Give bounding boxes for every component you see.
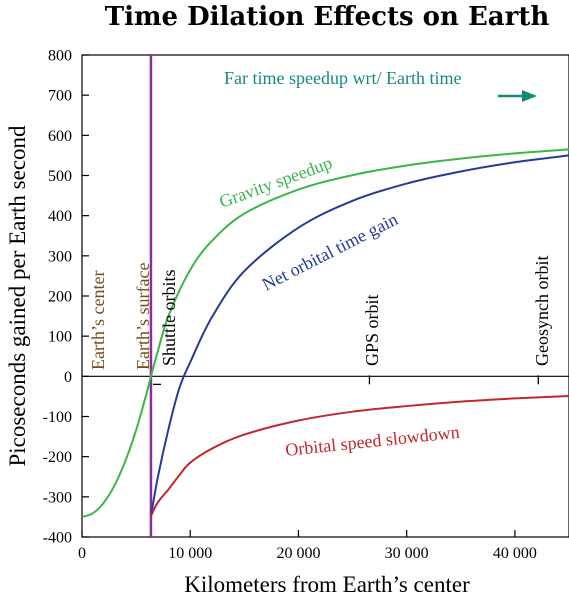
annotation-geosynch-orbit: Geosynch orbit [532,256,552,366]
y-tick-label: 700 [48,88,72,105]
annotation-gravity-speedup: Gravity speedup [217,152,335,211]
y-tick-label: 500 [48,168,72,185]
y-tick-label: 300 [48,248,72,265]
x-axis-title: Kilometers from Earth’s center [184,572,470,597]
y-tick-label: -400 [43,530,72,547]
y-tick-label: -300 [43,489,72,506]
y-tick-label: 0 [64,369,72,386]
far-time-arrow [498,90,537,102]
x-tick-label: 40 000 [493,545,537,562]
series-line-orbital-speed-slowdown [150,395,569,517]
annotation-gps-orbit: GPS orbit [362,294,382,366]
x-tick-label: 30 000 [385,545,429,562]
plot-frame [81,54,569,538]
y-tick-label: 600 [48,128,72,145]
y-tick-label: 100 [48,329,72,346]
x-tick-label: 10 000 [168,545,212,562]
annotation-earths-surface: Earth’s surface [133,263,153,370]
y-tick-label: 200 [48,289,72,306]
x-tick-label: 0 [78,545,86,562]
y-tick-label: -200 [43,449,72,466]
annotation-shuttle-orbits: Shuttle orbits [159,269,179,366]
y-tick-label: -100 [43,409,72,426]
y-tick-label: 400 [48,208,72,225]
annotation-net-orbital-time-gain: Net orbital time gain [259,209,401,295]
y-axis-title: Picoseconds gained per Earth second [5,125,30,467]
x-axis-ticks: 0 10 000 20 000 30 000 40 000 [78,530,537,562]
annotation-orbital-speed-slowdown: Orbital speed slowdown [284,422,460,460]
series-lines [81,148,569,518]
annotation-far-time-speedup: Far time speedup wrt/ Earth time [224,68,461,88]
chart-title: Time Dilation Effects on Earth [105,2,550,32]
series-line-gravity-speedup [81,148,569,518]
y-axis-ticks: -400 -300 -200 -100 0 100 200 300 400 500 600 700 80… [43,48,89,547]
annotation-earths-center: Earth’s center [88,271,108,370]
y-tick-label: 800 [48,48,72,65]
series-line-net-orbital-time-gain [149,154,569,517]
x-tick-label: 20 000 [276,545,320,562]
